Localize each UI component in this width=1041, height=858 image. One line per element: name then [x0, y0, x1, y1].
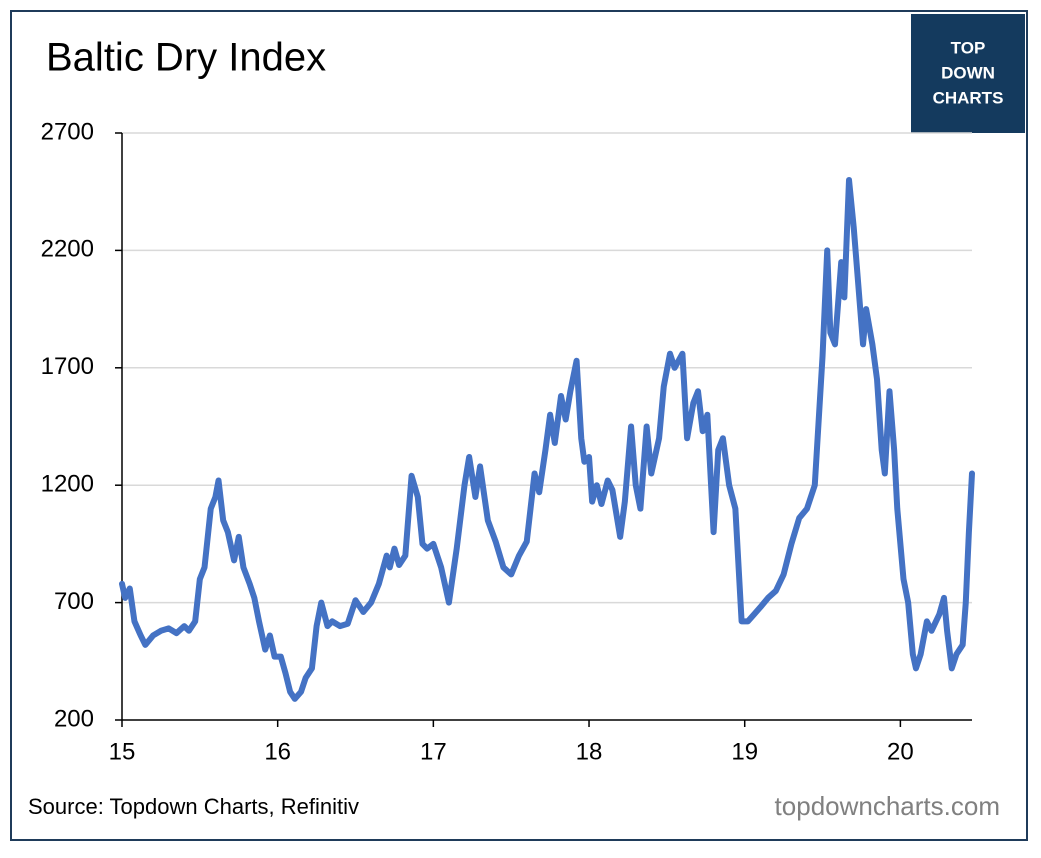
y-tick-label: 200: [54, 705, 94, 732]
logo-box: [911, 14, 1025, 133]
y-tick-label: 1200: [41, 471, 94, 498]
y-tick-label: 2200: [41, 236, 94, 263]
source: Source: Topdown Charts, Refinitiv: [28, 794, 359, 819]
y-tick-label: 1700: [41, 353, 94, 380]
y-tick-label: 700: [54, 588, 94, 615]
line: [119, 176, 975, 702]
x-tick-label: 19: [731, 738, 758, 765]
x-tick-label: 20: [887, 738, 914, 765]
x-tick-label: 16: [264, 738, 291, 765]
watermark: topdowncharts.com: [775, 791, 1000, 821]
y-tick-label: 2700: [41, 118, 94, 145]
logo-text: DOWN: [941, 63, 995, 82]
frame: [10, 10, 1028, 841]
logo-text: CHARTS: [933, 88, 1004, 107]
x-tick-label: 18: [576, 738, 603, 765]
x-tick-label: 17: [420, 738, 447, 765]
x-tick-label: 15: [109, 738, 136, 765]
logo-text: TOP: [951, 38, 986, 57]
chart-title: Baltic Dry Index: [46, 36, 326, 80]
